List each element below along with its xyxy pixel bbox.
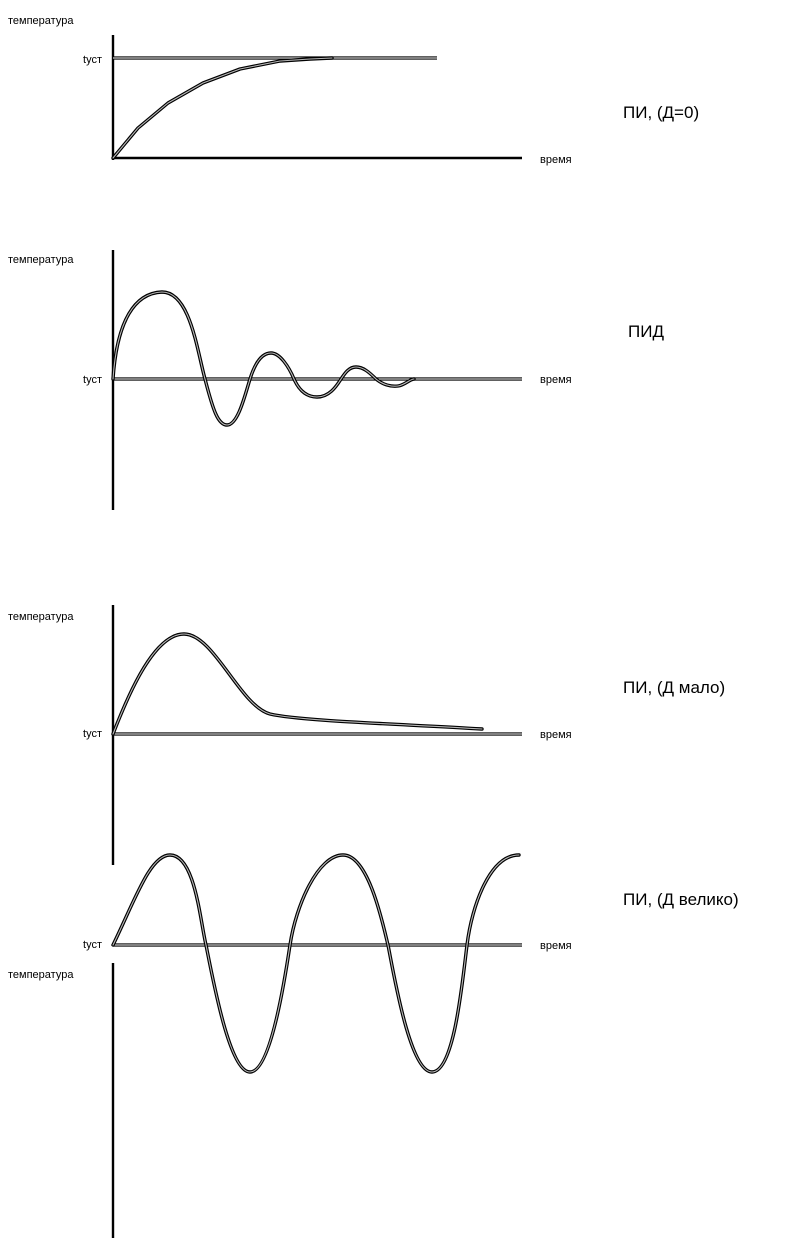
response-curve (111, 853, 521, 1074)
x-axis-label: время (540, 940, 572, 952)
panel-caption: ПИ, (Д велико) (623, 890, 739, 909)
x-axis-label: время (540, 154, 572, 166)
y-axis-label: температура (8, 969, 74, 981)
y-axis-label: температура (8, 611, 74, 623)
y-axis-label: температура (8, 254, 74, 266)
panel-caption: ПИД (628, 322, 664, 341)
response-curve (111, 632, 484, 736)
x-axis-label: время (540, 374, 572, 386)
response-curve-highlight (112, 291, 415, 426)
x-axis-label: время (540, 729, 572, 741)
response-curve (111, 290, 416, 427)
response-curve-highlight (112, 633, 483, 735)
panel-caption: ПИ, (Д мало) (623, 678, 725, 697)
panel-pi-large: температура tуст время ПИ, (Д велико) (8, 853, 739, 1238)
panel-pi-small: температура tуст время ПИ, (Д мало) (8, 605, 725, 865)
setpoint-label: tуст (83, 728, 102, 740)
panel-pid: температура tуст время ПИД (8, 250, 664, 510)
setpoint-label: tуст (83, 374, 102, 386)
response-curve (111, 56, 334, 160)
setpoint-label: tуст (83, 939, 102, 951)
setpoint-label: tуст (83, 54, 102, 66)
panel-pi: температура tуст время ПИ, (Д=0) (8, 15, 699, 166)
panel-caption: ПИ, (Д=0) (623, 103, 699, 122)
response-curve-highlight (112, 854, 520, 1073)
response-curve-highlight (112, 57, 333, 159)
y-axis-label: температура (8, 15, 74, 27)
